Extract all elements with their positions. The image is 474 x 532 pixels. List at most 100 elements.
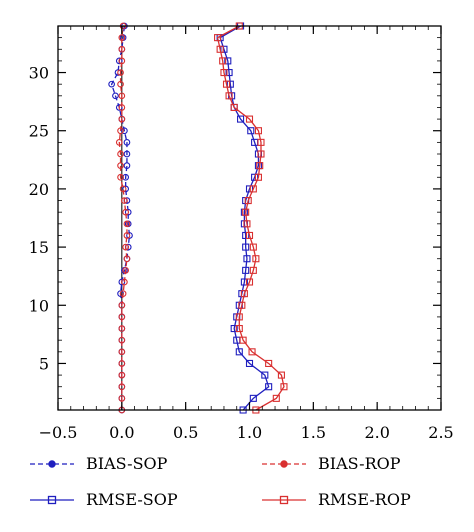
data-point-rmse-rop <box>249 266 257 274</box>
data-point-rmse-rop <box>240 290 248 298</box>
data-point-bias-sop <box>123 162 131 169</box>
axes-layer: −0.5 0.0 0.5 1.0 1.5 2.0 2.5 5 10 15 20 25 30 <box>29 25 454 442</box>
data-point-rmse-rop <box>254 173 262 181</box>
data-point-rmse-sop <box>230 324 238 333</box>
data-point-rmse-rop <box>216 45 224 53</box>
data-point-rmse-sop <box>220 45 228 53</box>
data-point-rmse-rop <box>256 162 264 170</box>
data-point-rmse-sop <box>225 68 233 77</box>
series-line-rmse-rop <box>216 25 285 411</box>
data-point-bias-rop <box>118 395 126 402</box>
data-point-bias-rop <box>119 185 127 193</box>
data-point-bias-rop <box>118 383 126 391</box>
data-point-rmse-rop <box>245 115 254 123</box>
data-point-bias-rop <box>118 104 126 111</box>
data-point-rmse-rop <box>249 243 257 251</box>
data-point-bias-sop <box>123 150 131 158</box>
data-point-rmse-sop <box>240 278 248 286</box>
series-layer <box>108 22 288 414</box>
data-point-rmse-rop <box>265 359 273 368</box>
data-point-rmse-rop <box>249 185 257 193</box>
data-point-bias-rop <box>118 336 126 344</box>
data-point-rmse-sop <box>242 231 250 240</box>
x-tick-label: −0.5 <box>39 423 78 442</box>
data-point-bias-rop <box>117 162 124 169</box>
data-point-rmse-rop <box>257 138 265 146</box>
legend-marker-rmse-sop <box>47 495 57 505</box>
legend-label-rmse-sop: RMSE-SOP <box>86 490 178 509</box>
data-point-rmse-rop <box>245 231 254 240</box>
y-tick-label: 30 <box>29 64 49 83</box>
data-point-bias-rop <box>118 325 126 332</box>
data-point-rmse-rop <box>219 57 227 65</box>
data-point-rmse-sop <box>251 173 259 181</box>
data-point-rmse-rop <box>235 313 243 321</box>
data-point-rmse-rop <box>214 34 222 42</box>
y-tick-label: 25 <box>29 122 49 141</box>
data-point-bias-rop <box>117 150 124 158</box>
data-point-rmse-rop <box>235 324 243 333</box>
legend-label-bias-rop: BIAS-ROP <box>318 454 401 473</box>
legend-marker-bias-rop <box>280 460 288 468</box>
data-point-rmse-rop <box>254 127 262 135</box>
series-line-bias-rop <box>118 25 128 410</box>
data-point-rmse-sop <box>242 266 250 274</box>
y-tick-label: 5 <box>39 354 49 373</box>
data-point-bias-rop <box>115 139 123 146</box>
data-point-bias-rop <box>117 80 124 88</box>
data-point-rmse-sop <box>261 371 269 379</box>
series-line-rmse-sop <box>219 25 270 411</box>
data-point-rmse-rop <box>243 220 251 228</box>
x-tick-label: 0.0 <box>109 423 134 442</box>
data-point-bias-sop <box>121 127 128 135</box>
data-point-rmse-sop <box>242 243 250 251</box>
legend-marker-bias-sop <box>48 460 56 468</box>
data-point-bias-sop <box>115 104 123 111</box>
data-point-bias-sop <box>115 57 123 65</box>
data-point-bias-sop <box>108 80 115 88</box>
y-tick-label: 10 <box>29 296 49 315</box>
data-point-bias-rop <box>118 371 126 379</box>
data-point-rmse-rop <box>220 68 228 77</box>
data-point-bias-rop <box>118 45 126 53</box>
data-point-bias-rop <box>118 348 126 356</box>
y-tick-label: 20 <box>29 180 49 199</box>
data-point-bias-rop <box>117 173 124 181</box>
data-point-rmse-sop <box>249 394 257 402</box>
data-point-bias-rop <box>123 232 131 239</box>
x-tick-label: 1.5 <box>301 423 326 442</box>
data-point-rmse-sop <box>247 127 255 135</box>
data-point-rmse-rop <box>277 371 285 379</box>
data-point-rmse-sop <box>224 57 232 65</box>
data-point-bias-rop <box>118 301 126 309</box>
legend-label-bias-sop: BIAS-SOP <box>86 454 168 473</box>
data-point-bias-rop <box>117 69 124 76</box>
data-point-bias-sop <box>124 208 132 216</box>
data-point-rmse-sop <box>245 185 254 193</box>
data-point-bias-rop <box>118 34 126 41</box>
data-point-rmse-sop <box>265 383 273 391</box>
x-tick-label: 2.5 <box>428 423 453 442</box>
data-point-bias-sop <box>122 185 130 193</box>
data-point-rmse-rop <box>242 208 250 216</box>
data-point-bias-rop <box>118 313 126 321</box>
data-point-rmse-sop <box>243 255 251 263</box>
data-point-bias-rop <box>123 220 131 228</box>
data-point-bias-rop <box>122 208 130 216</box>
data-point-rmse-rop <box>225 92 233 100</box>
data-point-rmse-rop <box>252 255 260 263</box>
data-point-rmse-rop <box>244 196 252 205</box>
data-point-rmse-sop <box>245 359 254 368</box>
legend: BIAS-SOP BIAS-ROP RMSE-SOP RMSE-ROP <box>30 454 411 509</box>
data-point-rmse-sop <box>226 80 234 88</box>
data-point-rmse-rop <box>245 278 254 286</box>
data-point-rmse-rop <box>280 383 288 391</box>
data-point-bias-rop <box>122 243 130 251</box>
data-point-rmse-rop <box>248 348 256 356</box>
data-point-bias-rop <box>118 360 126 367</box>
data-point-rmse-sop <box>237 115 245 123</box>
data-point-rmse-rop <box>257 150 265 158</box>
x-tick-label: 0.5 <box>173 423 198 442</box>
data-point-bias-rop <box>117 127 124 135</box>
